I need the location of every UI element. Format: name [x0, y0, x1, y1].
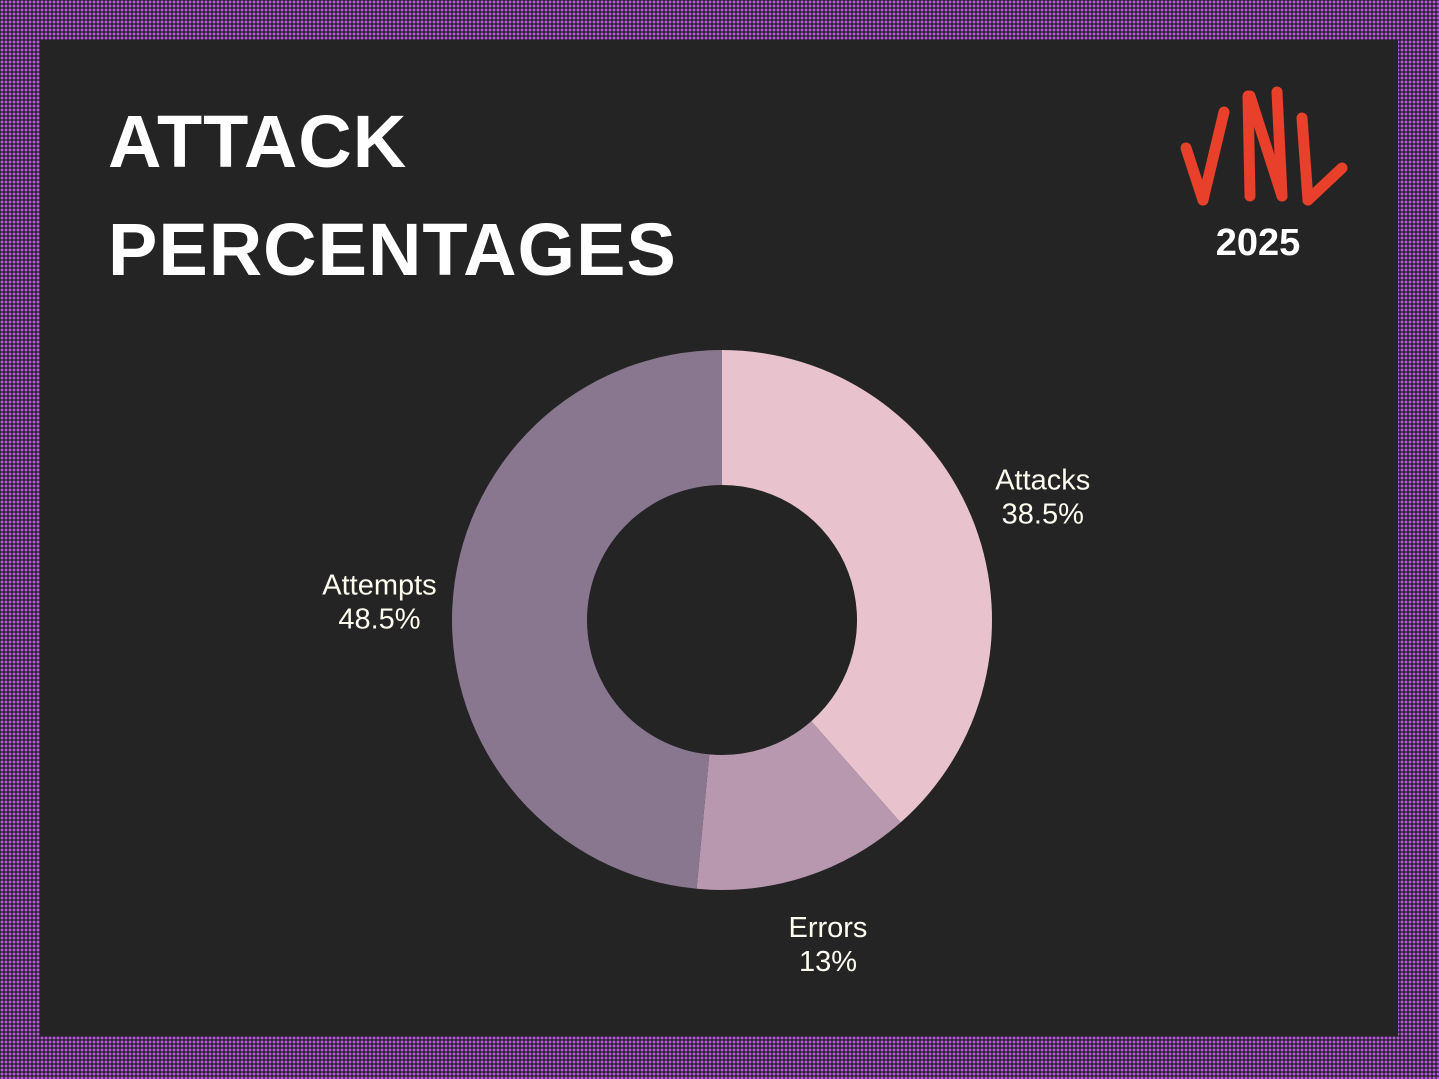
slice-label: Attempts — [322, 570, 436, 602]
slice — [722, 350, 992, 823]
value-label: 48.5% — [338, 604, 420, 636]
slice — [452, 350, 722, 889]
value-label: 38.5% — [1002, 498, 1084, 530]
logo-year: 2025 — [1216, 222, 1301, 264]
slice-label: Attacks — [995, 464, 1090, 496]
slice-label: Errors — [788, 912, 867, 944]
chart-title: ATTACK PERCENTAGES — [108, 100, 677, 291]
slice — [696, 721, 901, 891]
value-label: 13% — [799, 946, 857, 978]
logo — [1180, 86, 1348, 206]
